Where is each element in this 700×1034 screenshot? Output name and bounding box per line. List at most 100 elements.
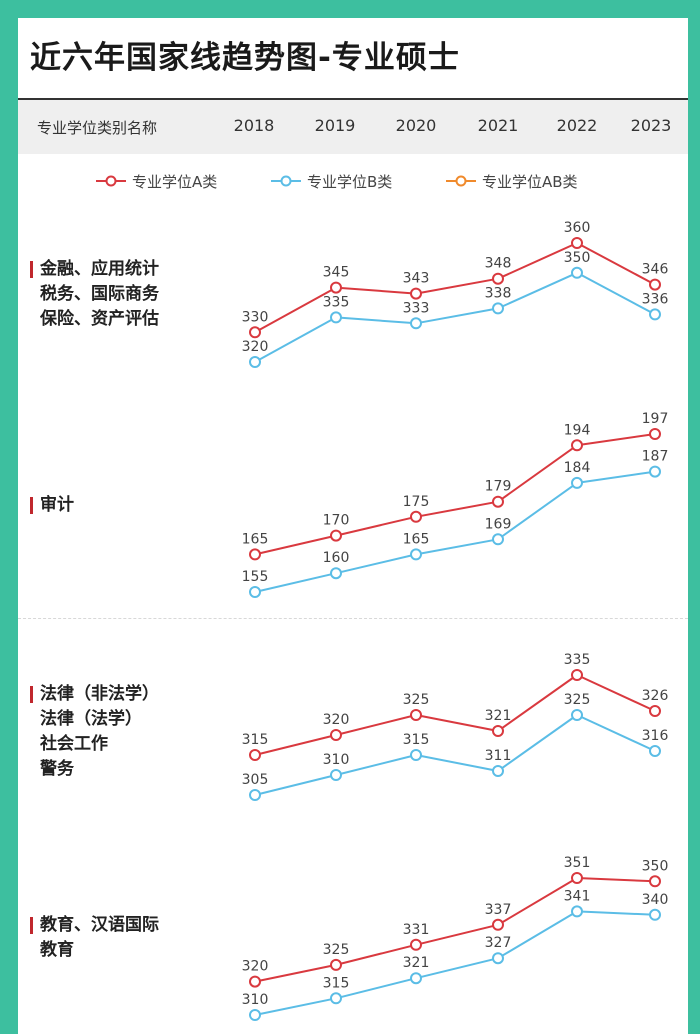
data-label: 343 (403, 271, 430, 287)
section-label-line: 审计 (40, 495, 74, 515)
data-label: 325 (323, 942, 350, 958)
data-label: 333 (403, 300, 430, 316)
data-label: 325 (403, 692, 430, 708)
section-marker (30, 261, 33, 278)
data-point (330, 529, 342, 542)
data-label: 335 (323, 294, 350, 310)
data-point (649, 745, 661, 757)
data-label: 350 (642, 858, 669, 874)
data-label: 348 (485, 256, 512, 272)
data-label: 321 (485, 708, 512, 724)
data-label: 326 (642, 688, 669, 704)
section-divider (18, 618, 688, 619)
data-point (571, 266, 583, 279)
section-label-law: 法律（非法学） 法律（法学） 社会工作 警务 (30, 682, 159, 782)
data-point (410, 709, 422, 721)
section-label-line: 警务 (40, 759, 74, 779)
data-point (330, 769, 342, 781)
data-label: 179 (485, 479, 512, 495)
data-label: 155 (242, 569, 269, 585)
series-line (254, 433, 656, 556)
data-point (249, 1009, 261, 1021)
section-label-finance: 金融、应用统计 税务、国际商务 保险、资产评估 (30, 257, 159, 332)
data-label: 315 (323, 975, 350, 991)
data-label: 321 (403, 955, 430, 971)
table-header: 专业学位类别名称 2018 2019 2020 2021 2022 2023 (18, 100, 688, 154)
data-point (330, 958, 342, 971)
data-label: 336 (642, 291, 669, 307)
data-label: 184 (564, 460, 591, 476)
series-line (254, 714, 656, 796)
data-label: 325 (564, 692, 591, 708)
data-label: 315 (242, 732, 269, 748)
section-marker (30, 497, 33, 514)
data-label: 340 (642, 892, 669, 908)
data-point (410, 938, 422, 951)
data-label: 345 (323, 265, 350, 281)
data-label: 360 (564, 220, 591, 236)
data-point (571, 439, 583, 452)
data-point (492, 495, 504, 508)
section-label-line: 法律（非法学） (40, 684, 159, 704)
section-label-line: 法律（法学） (40, 709, 142, 729)
data-point (571, 709, 583, 721)
data-point (492, 533, 504, 546)
data-label: 310 (242, 992, 269, 1008)
data-label: 327 (485, 935, 512, 951)
data-point (330, 311, 342, 324)
data-label: 315 (403, 732, 430, 748)
data-label: 350 (564, 250, 591, 266)
data-point (571, 905, 583, 918)
section-label-education: 教育、汉语国际 教育 (30, 913, 159, 963)
legend-item-b: 专业学位B类 (271, 166, 392, 196)
series-line (254, 674, 656, 756)
data-label: 305 (242, 772, 269, 788)
data-label: 346 (642, 262, 669, 278)
legend-label-b: 专业学位B类 (307, 172, 393, 191)
data-point (249, 789, 261, 801)
data-label: 341 (564, 888, 591, 904)
data-label: 351 (564, 855, 591, 871)
data-point (492, 302, 504, 315)
series-line (254, 470, 656, 593)
data-point (649, 308, 661, 321)
data-label: 337 (485, 902, 512, 918)
data-label: 197 (642, 411, 669, 427)
section-label-line: 税务、国际商务 (40, 284, 159, 304)
data-point (649, 908, 661, 921)
data-point (410, 548, 422, 561)
data-label: 335 (564, 652, 591, 668)
data-point (410, 749, 422, 761)
data-point (330, 567, 342, 580)
data-point (649, 428, 661, 440)
data-label: 187 (642, 449, 669, 465)
data-point (571, 872, 583, 884)
data-point (571, 237, 583, 249)
data-label: 160 (323, 550, 350, 566)
data-point (492, 272, 504, 285)
section-label-audit: 审计 (30, 493, 74, 518)
legend-item-a: 专业学位A类 (96, 166, 217, 196)
header-year-2021: 2021 (477, 116, 519, 135)
data-point (249, 975, 261, 988)
legend-marker-a (96, 175, 126, 187)
data-point (571, 669, 583, 681)
section-marker (30, 917, 33, 934)
section-marker (30, 686, 33, 703)
legend-label-ab: 专业学位AB类 (482, 172, 578, 191)
header-category-label: 专业学位类别名称 (37, 119, 158, 137)
data-point (649, 278, 661, 291)
data-label: 338 (485, 285, 512, 301)
data-point (249, 326, 261, 339)
data-point (330, 992, 342, 1005)
data-label: 320 (323, 712, 350, 728)
data-label: 320 (242, 959, 269, 975)
data-label: 175 (403, 494, 430, 510)
data-point (571, 476, 583, 489)
data-point (330, 729, 342, 741)
data-label: 311 (485, 748, 512, 764)
data-point (649, 875, 661, 888)
page-title: 近六年国家线趋势图-专业硕士 (30, 40, 460, 76)
data-label: 330 (242, 309, 269, 325)
header-year-2023: 2023 (630, 116, 672, 135)
